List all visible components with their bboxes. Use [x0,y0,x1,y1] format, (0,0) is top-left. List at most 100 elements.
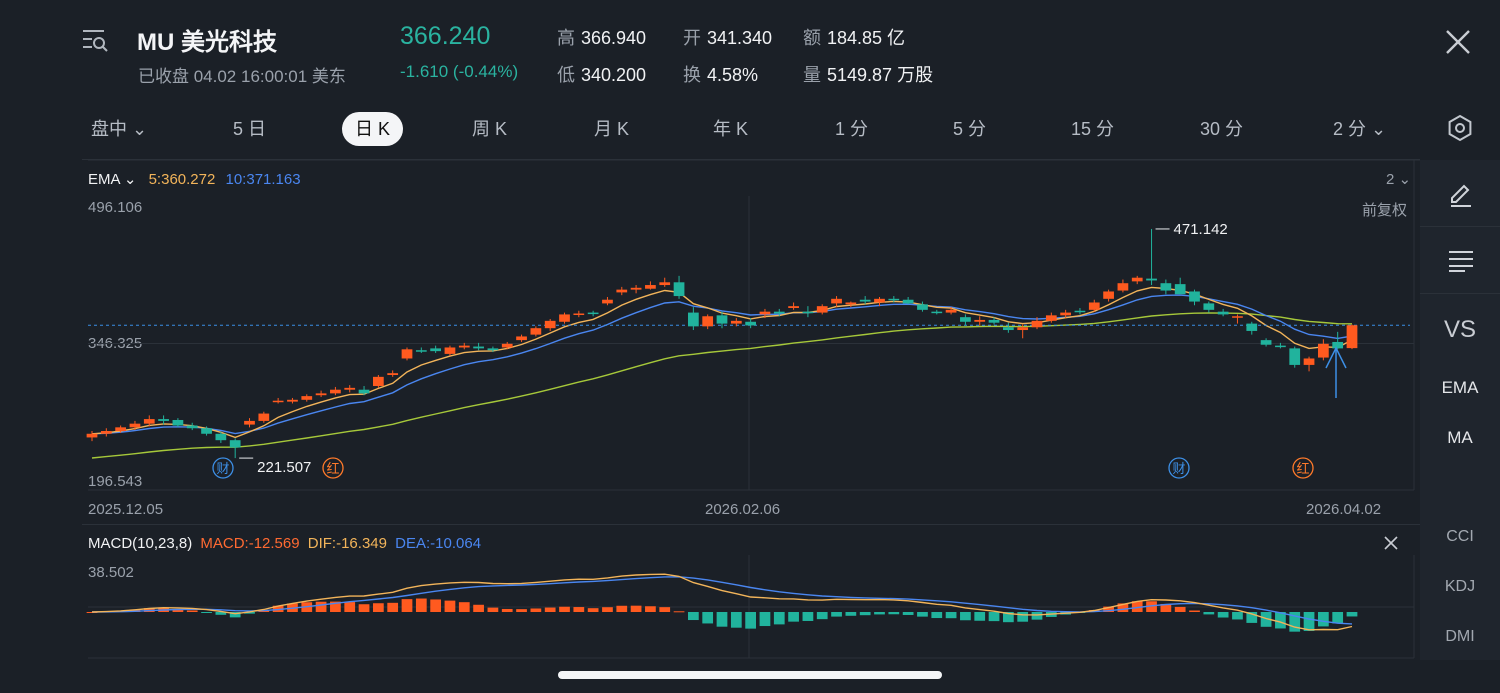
candle [874,298,885,303]
period-selector[interactable]: 2 ⌄ [1386,171,1412,188]
tab-30min[interactable]: 30 分 [1200,119,1244,139]
candle [229,440,241,448]
candle [645,285,656,289]
candle [659,282,671,286]
tab-weekly-k[interactable]: 周 K [472,119,508,139]
x-axis-date-mid: 2026.02.06 [705,501,781,518]
tab-2min[interactable]: 2 分 ⌄ [1333,119,1387,139]
candle [816,306,828,313]
macd-bar [358,604,370,612]
macd-bar [1160,603,1172,612]
candle [330,389,341,394]
macd-bar [945,612,957,619]
tab-intraday[interactable]: 盘中 ⌄ [91,119,148,139]
candle [1174,284,1186,295]
macd-y-top: 38.502 [88,564,134,581]
ma-indicator-button[interactable]: MA [1447,428,1473,447]
ema-indicator-button[interactable]: EMA [1441,378,1479,397]
last-price: 366.240 [400,22,491,50]
kdj-indicator-button[interactable]: KDJ [1444,578,1476,595]
macd-bar [859,612,871,616]
earnings-marker-ring [1168,457,1190,479]
macd-bar [587,608,599,612]
candle [1189,291,1200,302]
dividend-marker: 红 [1296,461,1309,476]
candle [387,373,399,376]
macd-bar [1317,612,1329,627]
candle [730,320,742,324]
candlestick-chart[interactable]: 471.142 221.507 财 红 财 红 [0,160,1420,530]
macd-bar [1332,612,1344,624]
macd-bar [788,612,799,622]
macd-bar [716,612,728,627]
tab-15min[interactable]: 15 分 [1071,119,1115,139]
macd-bar [1217,612,1229,618]
macd-bar [315,601,327,612]
ema-legend[interactable]: EMA ⌄ 5:360.272 10:371.163 [88,171,301,188]
tab-5day[interactable]: 5 日 [233,119,267,139]
tab-monthly-k[interactable]: 月 K [594,119,630,139]
candle [788,306,799,308]
macd-bar [244,612,255,614]
candle [859,299,871,302]
chevron-down-icon: ⌄ [1371,119,1387,139]
candle [1060,312,1072,316]
close-icon[interactable] [1383,535,1399,551]
macd-legend[interactable]: MACD(10,23,8) MACD:-12.569 DIF:-16.349 D… [88,535,482,552]
candle [458,345,470,348]
tab-daily-k[interactable]: 日 K [342,112,404,146]
vs-compare-button[interactable]: VS [1443,316,1476,343]
candle [1203,303,1215,310]
macd-bar [1146,601,1157,612]
adjust-mode[interactable]: 前复权 [1362,202,1408,219]
dmi-indicator-button[interactable]: DMI [1445,628,1475,645]
cci-indicator-button[interactable]: CCI [1446,528,1474,545]
macd-bar [1117,603,1129,612]
ema5-value: 5:360.272 [148,171,216,188]
dif-value: DIF:-16.349 [307,535,387,552]
tab-1min[interactable]: 1 分 [835,119,869,139]
earnings-marker-ring [212,457,234,479]
macd-bar [659,607,671,612]
candle [630,287,642,290]
list-search-icon[interactable] [82,28,108,52]
market-status: 已收盘 04.02 16:00:01 美东 [138,67,346,86]
candle [401,349,413,359]
macd-bar [917,612,928,617]
stat-low: 低 340.200 [557,65,647,85]
tab-5min[interactable]: 5 分 [953,119,987,139]
candle [602,299,613,304]
candle [1217,311,1229,315]
macd-bar [1189,610,1200,612]
macd-bar [616,605,628,612]
candle [344,387,356,390]
indicator-sidebar: VS EMA MA CCI KDJ DMI [1420,160,1500,660]
macd-bar [1275,612,1286,629]
y-axis-bottom: 196.543 [88,473,143,490]
candle [1346,325,1358,349]
pencil-icon[interactable] [1448,182,1474,208]
macd-bar [1232,612,1243,620]
lines-icon[interactable] [1448,250,1474,272]
dividend-marker: 红 [326,461,339,476]
candle [945,309,957,313]
y-axis-top: 496.106 [88,199,143,216]
macd-bar [530,608,542,612]
candle [573,313,585,316]
candle [1031,320,1043,328]
macd-bar [86,612,98,613]
candle [1289,348,1301,365]
candle [430,348,442,352]
candle [1146,278,1157,281]
close-icon[interactable] [1444,28,1472,56]
candle [372,376,384,387]
macd-chart[interactable] [0,555,1420,660]
macd-bar [702,612,714,624]
macd-bar [1260,612,1272,627]
hexagon-settings-icon[interactable] [1446,114,1474,142]
home-indicator [558,671,942,679]
candle [315,393,327,396]
macd-bar [673,611,685,613]
candle [358,389,370,394]
tab-yearly-k[interactable]: 年 K [713,119,749,139]
